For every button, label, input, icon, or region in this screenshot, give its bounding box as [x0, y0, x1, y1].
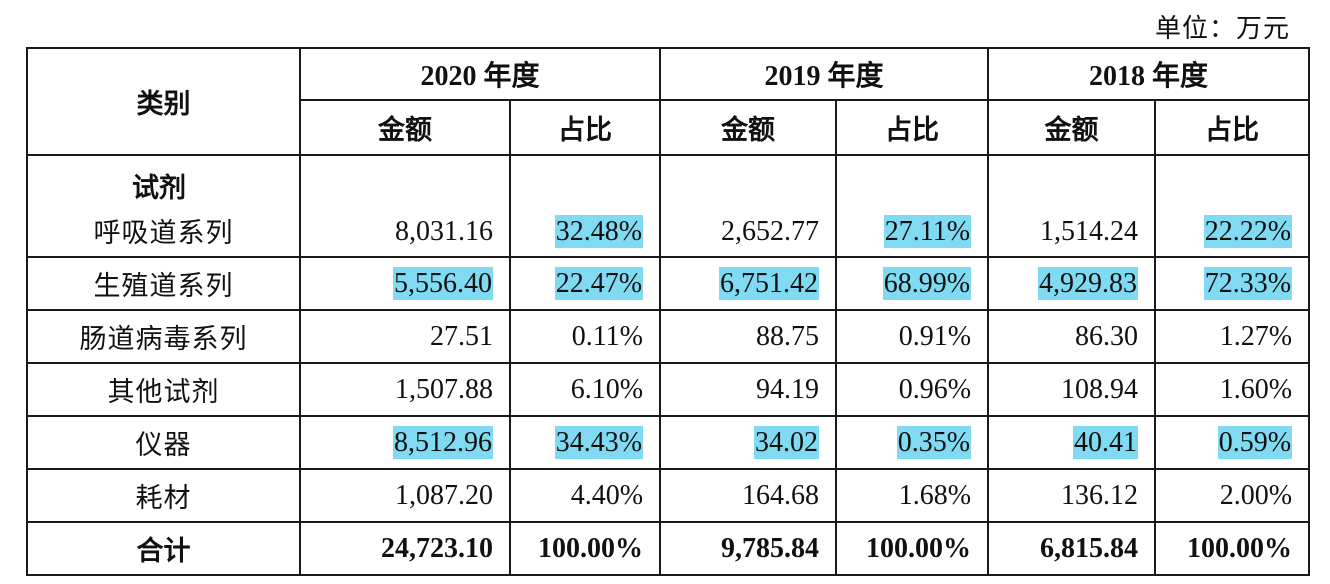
- total-value: 9,785.84: [659, 521, 838, 576]
- ratio-header: 占比: [835, 99, 990, 156]
- cell-value: 0.91%: [835, 309, 990, 364]
- cell-value: 68.99%: [835, 256, 990, 311]
- cell-value: 1.27%: [1154, 309, 1311, 364]
- cell-value: 0.35%: [835, 415, 990, 470]
- row-label: 生殖道系列: [26, 256, 301, 311]
- cell-value: 88.75: [659, 309, 838, 364]
- cell-value: 136.12: [987, 468, 1157, 523]
- table-row: 仪器 8,512.96 34.43% 34.02 0.35% 40.41 0.5…: [26, 415, 1311, 470]
- unit-label: 单位：万元: [1154, 14, 1290, 44]
- total-value: 24,723.10: [299, 521, 511, 576]
- cell-value: 108.94: [987, 362, 1157, 417]
- cell-value: 1,514.24: [987, 154, 1157, 258]
- cell-value: 34.02: [659, 415, 838, 470]
- total-row: 合计 24,723.10 100.00% 9,785.84 100.00% 6,…: [26, 521, 1311, 576]
- cell-value: 1.60%: [1154, 362, 1311, 417]
- cell-value: 0.11%: [508, 309, 662, 364]
- total-value: 6,815.84: [987, 521, 1157, 576]
- cell-value: 1.68%: [835, 468, 990, 523]
- ratio-header: 占比: [508, 99, 662, 156]
- cell-value: 86.30: [987, 309, 1157, 364]
- row-label: 肠道病毒系列: [26, 309, 301, 364]
- cell-value: 22.22%: [1154, 154, 1311, 258]
- cell-value: 0.59%: [1154, 415, 1311, 470]
- row-label: 仪器: [26, 415, 301, 470]
- amount-header: 金额: [987, 99, 1157, 156]
- table-row: 生殖道系列 5,556.40 22.47% 6,751.42 68.99% 4,…: [26, 256, 1311, 311]
- total-value: 100.00%: [1154, 521, 1311, 576]
- cell-value: 164.68: [659, 468, 838, 523]
- cell-value: 8,512.96: [299, 415, 511, 470]
- cell-value: 1,507.88: [299, 362, 511, 417]
- cell-value: 5,556.40: [299, 256, 511, 311]
- cell-value: 27.11%: [835, 154, 990, 258]
- cell-value: 0.96%: [835, 362, 990, 417]
- total-label: 合计: [26, 521, 301, 576]
- cell-value: 4,929.83: [987, 256, 1157, 311]
- cell-value: 34.43%: [508, 415, 662, 470]
- cell-value: 72.33%: [1154, 256, 1311, 311]
- amount-header: 金额: [299, 99, 511, 156]
- cell-value: 22.47%: [508, 256, 662, 311]
- cell-value: 6,751.42: [659, 256, 838, 311]
- table-row: 其他试剂 1,507.88 6.10% 94.19 0.96% 108.94 1…: [26, 362, 1311, 417]
- cell-value: 1,087.20: [299, 468, 511, 523]
- total-value: 100.00%: [508, 521, 662, 576]
- row-label: 呼吸道系列: [93, 218, 234, 249]
- total-value: 100.00%: [835, 521, 990, 576]
- cell-value: 40.41: [987, 415, 1157, 470]
- amount-header: 金额: [659, 99, 838, 156]
- cell-value: 4.40%: [508, 468, 662, 523]
- cell-value: 2,652.77: [659, 154, 838, 258]
- year-header-2018: 2018 年度: [987, 47, 1311, 101]
- cell-value: 27.51: [299, 309, 511, 364]
- section-label: 试剂: [132, 173, 186, 204]
- revenue-table: 类别 2020 年度 2019 年度 2018 年度 金额 占比 金额 占比 金…: [26, 47, 1311, 576]
- row-label: 耗材: [26, 468, 301, 523]
- cell-value: 94.19: [659, 362, 838, 417]
- table-row: 耗材 1,087.20 4.40% 164.68 1.68% 136.12 2.…: [26, 468, 1311, 523]
- table-row: 肠道病毒系列 27.51 0.11% 88.75 0.91% 86.30 1.2…: [26, 309, 1311, 364]
- cell-value: 32.48%: [508, 154, 662, 258]
- year-header-2019: 2019 年度: [659, 47, 990, 101]
- cell-value: 8,031.16: [299, 154, 511, 258]
- year-header-2020: 2020 年度: [298, 47, 662, 101]
- category-header: 类别: [26, 47, 301, 156]
- table-row: 试剂 呼吸道系列 8,031.16 32.48% 2,652.77 27.11%…: [26, 154, 1311, 258]
- cell-value: 2.00%: [1154, 468, 1311, 523]
- ratio-header: 占比: [1154, 99, 1311, 156]
- row-label: 其他试剂: [26, 362, 301, 417]
- cell-value: 6.10%: [508, 362, 662, 417]
